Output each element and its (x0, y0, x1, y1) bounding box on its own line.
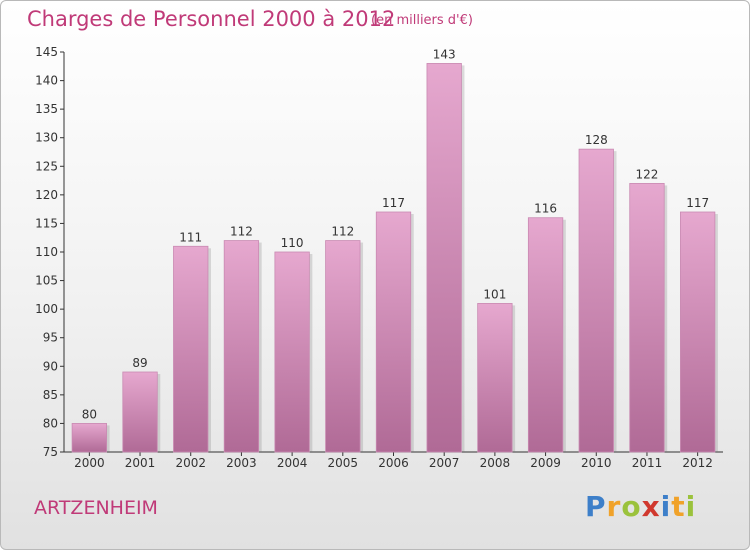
y-tick-label: 125 (35, 159, 58, 173)
y-tick-label: 90 (43, 359, 58, 373)
y-tick-label: 130 (35, 131, 58, 145)
bar-value-label: 122 (636, 167, 659, 181)
bar-value-label: 116 (534, 202, 557, 216)
bar (629, 183, 665, 453)
x-axis: 2000 2001 2002 2003 2004 2005 2006 2007 2008 2009… (64, 451, 723, 470)
y-tick-label: 120 (35, 188, 58, 202)
y-tick-label: 85 (43, 388, 58, 402)
bar (578, 148, 614, 453)
bar-value-label: 112 (331, 225, 354, 239)
bar-value-label: 89 (132, 356, 147, 370)
bar (122, 371, 158, 453)
x-tick-label: 2012 (682, 456, 713, 470)
bar-value-label: 117 (382, 196, 405, 210)
y-tick-label: 140 (35, 74, 58, 88)
bar-value-label: 110 (281, 236, 304, 250)
bar (274, 251, 310, 453)
bar (71, 423, 107, 453)
bar (173, 245, 209, 453)
y-tick-label: 105 (35, 274, 58, 288)
bar (426, 63, 462, 453)
x-tick-label: 2009 (530, 456, 561, 470)
x-tick-label: 2010 (581, 456, 612, 470)
x-tick-label: 2000 (74, 456, 105, 470)
y-tick-label: 75 (43, 445, 58, 459)
x-tick-label: 2008 (480, 456, 511, 470)
x-tick-label: 2005 (328, 456, 359, 470)
bar-value-label: 112 (230, 225, 253, 239)
bar (375, 211, 412, 453)
x-tick-label: 2011 (632, 456, 663, 470)
y-tick-label: 110 (35, 245, 58, 259)
y-tick-label: 100 (35, 302, 58, 316)
y-tick-label: 95 (43, 331, 58, 345)
bar (477, 303, 513, 453)
x-tick-label: 2006 (378, 456, 409, 470)
bar-value-label: 117 (686, 196, 709, 210)
bar (223, 240, 260, 453)
y-tick-label: 145 (35, 45, 58, 59)
bar-value-label: 101 (483, 287, 506, 301)
y-axis: 75 80 85 90 95 100 105 110 115 120 125 130 135 140 145 (35, 45, 65, 459)
bar-value-label: 80 (82, 407, 97, 421)
bar (680, 211, 716, 453)
bar-value-label: 143 (433, 47, 456, 61)
proxiti-logo: Proxiti (585, 490, 697, 523)
bar (325, 240, 361, 453)
chart-title: Charges de Personnel 2000 à 2012 (27, 7, 396, 31)
commune-name: ARTZENHEIM (34, 497, 158, 519)
y-tick-label: 115 (35, 216, 58, 230)
x-tick-label: 2001 (125, 456, 156, 470)
x-tick-label: 2003 (226, 456, 257, 470)
bar-value-label: 111 (179, 230, 202, 244)
bars: 80 89 111 112 110 112 117 143 101 116 128 122 117 (71, 47, 718, 453)
chart-subtitle: (en milliers d'€) (371, 13, 473, 28)
x-tick-label: 2002 (175, 456, 206, 470)
bar (527, 217, 564, 453)
y-tick-label: 135 (35, 102, 58, 116)
x-tick-label: 2007 (429, 456, 460, 470)
x-tick-label: 2004 (277, 456, 308, 470)
y-tick-label: 80 (43, 416, 58, 430)
bar-value-label: 128 (585, 133, 608, 147)
